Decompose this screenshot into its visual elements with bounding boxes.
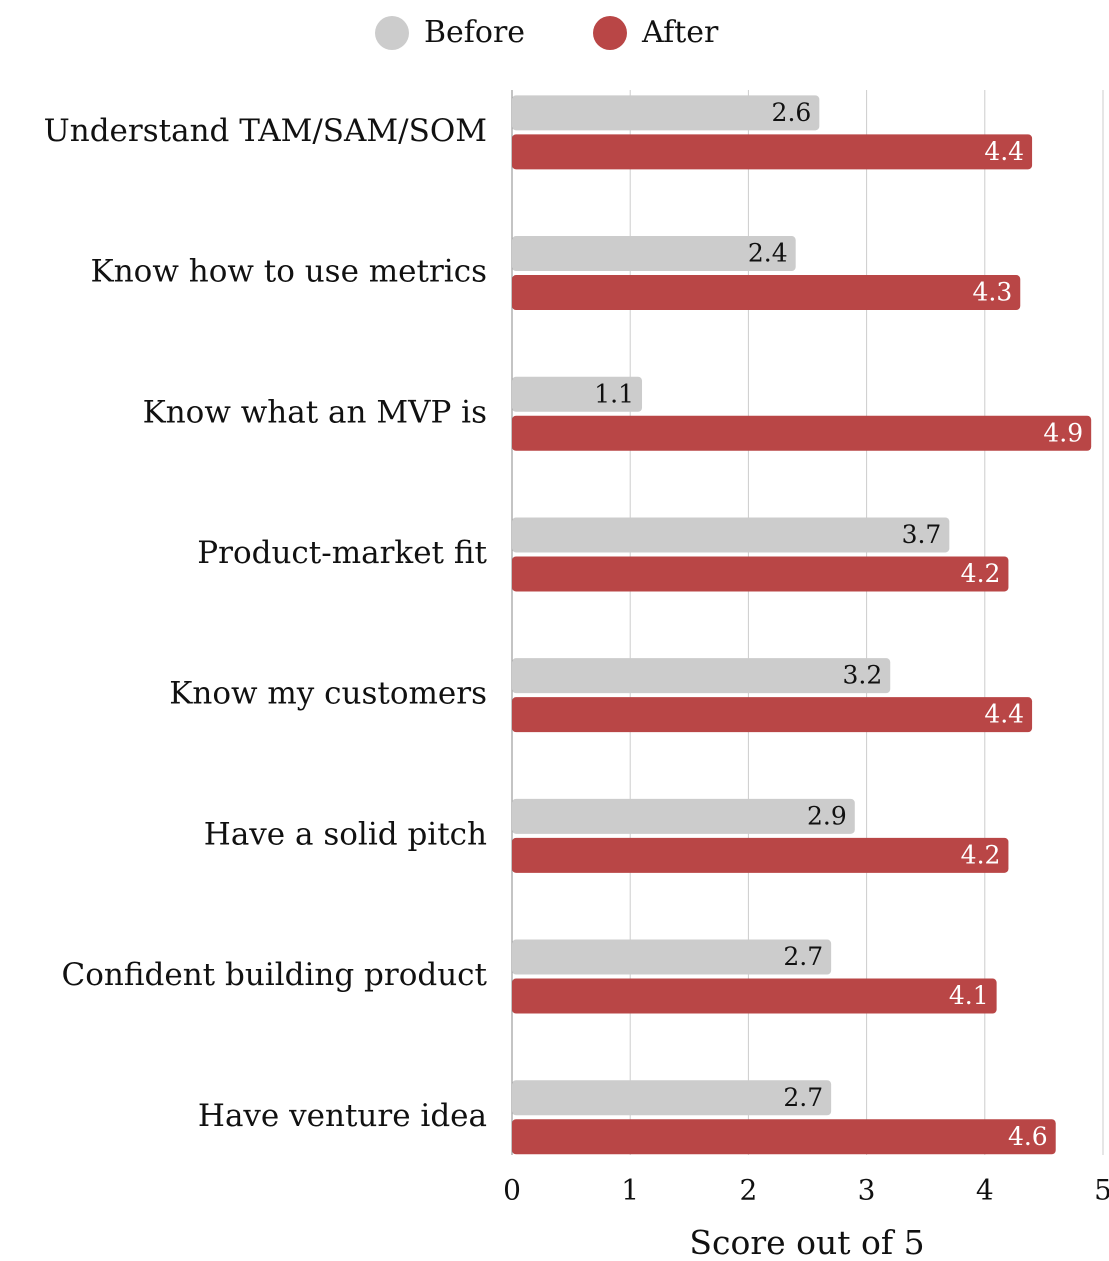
- bar: [512, 236, 796, 272]
- bar: [512, 275, 1021, 311]
- y-tick-label: Know what an MVP is: [143, 394, 487, 430]
- y-tick-label: Confident building product: [61, 957, 487, 993]
- value-label: 4.4: [984, 137, 1024, 166]
- bar: [512, 939, 832, 975]
- legend-label: After: [641, 15, 719, 50]
- bar: [512, 517, 950, 553]
- bar: [512, 556, 1009, 592]
- x-axis-title: Score out of 5: [689, 1223, 924, 1261]
- value-label: 4.1: [949, 981, 989, 1010]
- value-label: 4.9: [1043, 418, 1083, 447]
- value-label: 2.6: [772, 98, 812, 127]
- value-label: 2.7: [783, 942, 823, 971]
- legend-swatch: [593, 16, 627, 50]
- y-tick-label: Know how to use metrics: [91, 254, 487, 290]
- bar: [512, 978, 997, 1014]
- bar: [512, 837, 1009, 873]
- x-tick-label: 2: [739, 1174, 757, 1207]
- x-tick-label: 1: [621, 1174, 639, 1207]
- bar: [512, 415, 1092, 451]
- x-tick-label: 0: [503, 1174, 521, 1207]
- value-label: 4.6: [1008, 1122, 1048, 1151]
- bar: [512, 134, 1033, 170]
- y-tick-label: Understand TAM/SAM/SOM: [44, 113, 487, 149]
- value-label: 4.2: [961, 840, 1001, 869]
- value-label: 1.1: [594, 379, 634, 408]
- bar: [512, 658, 891, 694]
- value-label: 2.9: [807, 801, 847, 830]
- bar: [512, 798, 855, 834]
- bar: [512, 697, 1033, 733]
- y-tick-label: Have a solid pitch: [204, 816, 487, 852]
- value-label: 4.2: [961, 559, 1001, 588]
- value-label: 3.2: [842, 661, 882, 690]
- legend-swatch: [375, 16, 409, 50]
- y-tick-label: Product-market fit: [197, 535, 487, 571]
- x-tick-label: 3: [858, 1174, 876, 1207]
- y-tick-label: Have venture idea: [198, 1098, 487, 1134]
- legend-label: Before: [424, 15, 525, 50]
- x-tick-label: 4: [976, 1174, 994, 1207]
- bar: [512, 1080, 832, 1116]
- value-label: 4.3: [972, 278, 1012, 307]
- bar: [512, 95, 820, 131]
- bar: [512, 376, 643, 412]
- value-label: 2.7: [783, 1083, 823, 1112]
- value-label: 4.4: [984, 700, 1024, 729]
- value-label: 2.4: [748, 239, 788, 268]
- value-label: 3.7: [902, 520, 942, 549]
- y-tick-label: Know my customers: [169, 676, 487, 712]
- x-tick-label: 5: [1094, 1174, 1109, 1207]
- bar: [512, 1119, 1056, 1155]
